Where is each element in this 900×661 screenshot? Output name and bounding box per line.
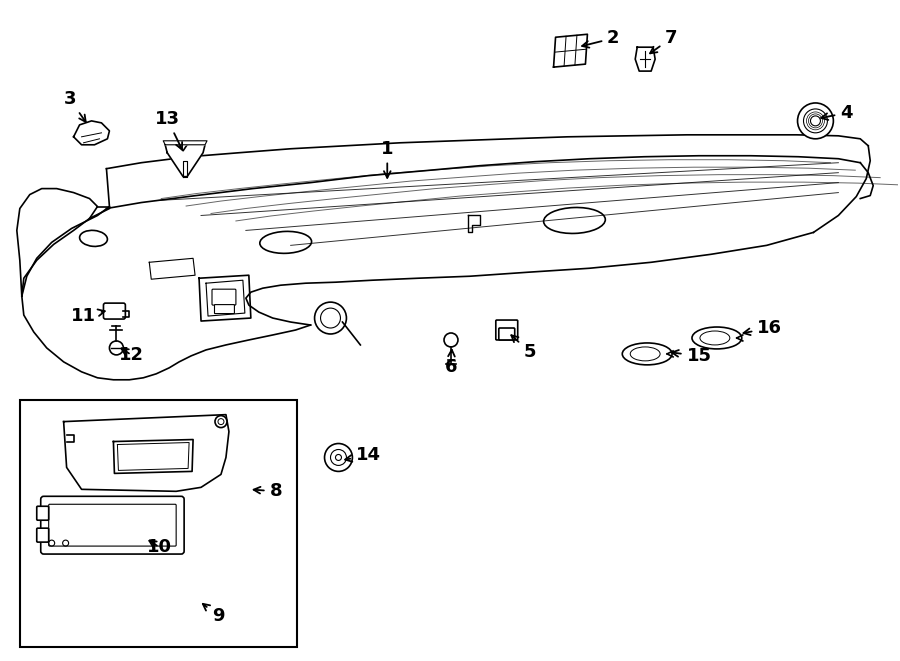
Text: 16: 16 [743, 319, 782, 337]
FancyBboxPatch shape [499, 328, 515, 340]
Circle shape [325, 444, 353, 471]
Circle shape [315, 302, 346, 334]
FancyBboxPatch shape [37, 528, 49, 542]
FancyBboxPatch shape [20, 400, 297, 646]
Text: 9: 9 [202, 604, 224, 625]
FancyBboxPatch shape [40, 496, 184, 554]
FancyBboxPatch shape [214, 305, 234, 313]
Text: 5: 5 [511, 335, 536, 361]
Text: 14: 14 [346, 446, 381, 465]
Ellipse shape [692, 327, 742, 349]
Text: 1: 1 [381, 139, 393, 178]
Text: 15: 15 [671, 347, 711, 365]
Polygon shape [554, 34, 588, 67]
Polygon shape [166, 141, 205, 176]
Ellipse shape [622, 343, 672, 365]
FancyBboxPatch shape [104, 303, 125, 319]
Polygon shape [64, 414, 229, 491]
Text: 2: 2 [582, 29, 619, 48]
Text: 3: 3 [63, 90, 86, 122]
Polygon shape [635, 47, 655, 71]
Circle shape [797, 103, 833, 139]
Polygon shape [163, 141, 207, 145]
Text: 12: 12 [119, 346, 144, 364]
Circle shape [215, 416, 227, 428]
FancyBboxPatch shape [37, 506, 49, 520]
Circle shape [444, 333, 458, 347]
Text: 8: 8 [254, 483, 282, 500]
Text: 13: 13 [155, 110, 182, 149]
Circle shape [190, 602, 204, 616]
Text: 7: 7 [650, 29, 678, 54]
Polygon shape [113, 440, 194, 473]
Text: 10: 10 [147, 538, 172, 556]
Text: 11: 11 [71, 307, 104, 325]
FancyBboxPatch shape [496, 320, 518, 340]
FancyBboxPatch shape [212, 289, 236, 305]
Polygon shape [74, 121, 110, 145]
Text: 6: 6 [445, 350, 457, 376]
Text: 4: 4 [821, 104, 852, 122]
FancyBboxPatch shape [49, 504, 176, 546]
Circle shape [110, 341, 123, 355]
